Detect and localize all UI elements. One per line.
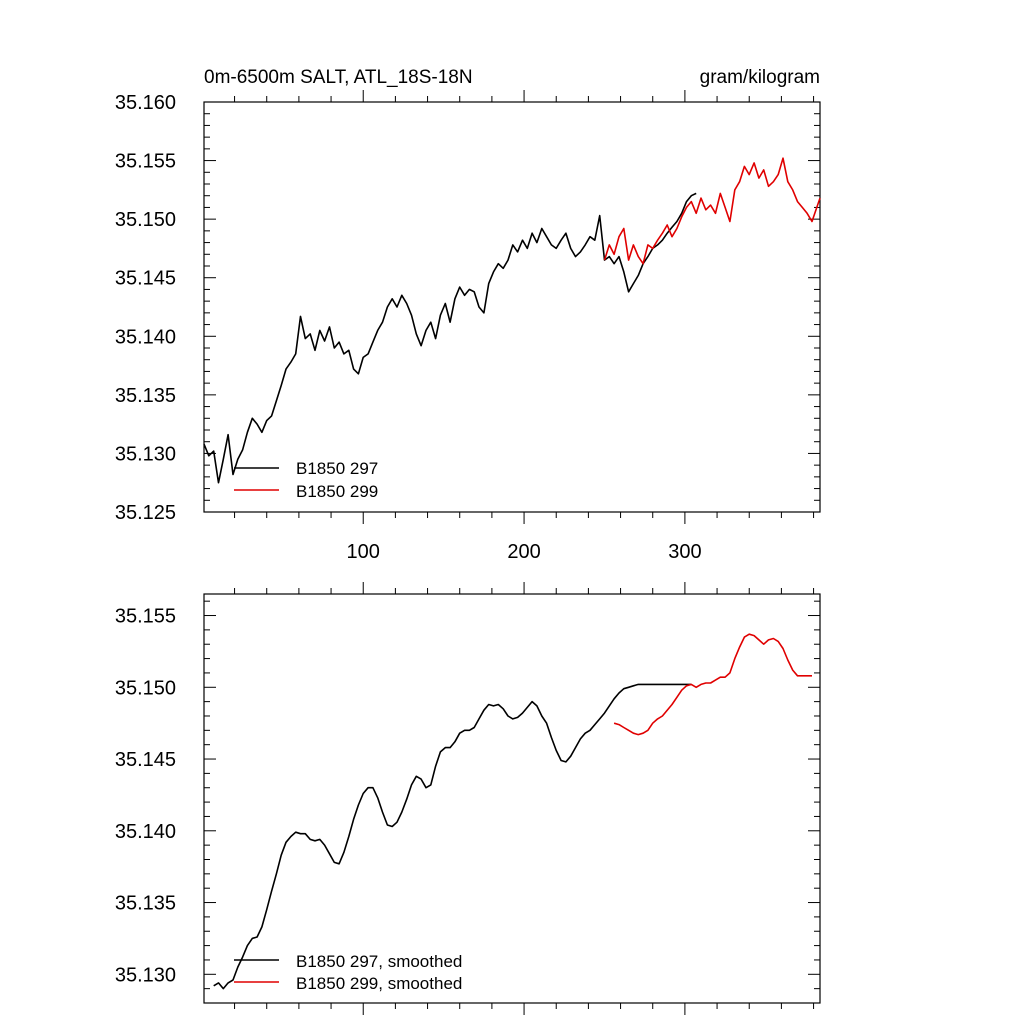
series-line-1: [603, 157, 821, 265]
x-tick-label: 200: [507, 541, 540, 563]
top-panel: 0m-6500m SALT, ATL_18S-18N gram/kilogram…: [115, 67, 821, 563]
chart-units-label: gram/kilogram: [700, 67, 820, 88]
bottom-axes: 35.130 35.135 35.140 35.145 35.150 35.155: [115, 582, 821, 1015]
x-tick-label: 300: [668, 541, 701, 563]
legend-label-297: B1850 297: [296, 459, 378, 478]
legend-label-299-smoothed: B1850 299, smoothed: [296, 974, 462, 993]
y-tick-label: 35.130: [115, 964, 176, 986]
y-tick-label: 35.140: [115, 821, 176, 843]
bottom-panel: 35.130 35.135 35.140 35.145 35.150 35.155 B18…: [115, 582, 821, 1015]
legend-label-297-smoothed: B1850 297, smoothed: [296, 952, 462, 971]
y-tick-label: 35.140: [115, 326, 176, 348]
top-series-layer: [203, 157, 821, 484]
y-tick-label: 35.145: [115, 268, 176, 290]
y-tick-label: 35.150: [115, 677, 176, 699]
series-line-0: [203, 192, 697, 484]
series-line-0: [213, 683, 692, 990]
y-tick-label: 35.130: [115, 443, 176, 465]
top-axes: 35.125 35.130 35.135 35.140 35.145 35.150 35.1…: [115, 90, 821, 563]
legend-label-299: B1850 299: [296, 482, 378, 501]
y-tick-label: 35.155: [115, 606, 176, 628]
y-tick-label: 35.145: [115, 749, 176, 771]
y-tick-label: 35.135: [115, 385, 176, 407]
y-tick-label: 35.135: [115, 893, 176, 915]
y-tick-label: 35.150: [115, 209, 176, 231]
chart-title-left: 0m-6500m SALT, ATL_18S-18N: [204, 67, 473, 88]
plot-frame: [203, 101, 821, 513]
y-tick-label: 35.125: [115, 502, 176, 524]
x-tick-label: 100: [347, 541, 380, 563]
bottom-series-layer: [213, 633, 812, 990]
series-line-1: [613, 633, 812, 736]
plot-frame: [203, 593, 821, 1004]
top-legend: B1850 297 B1850 299: [234, 459, 378, 501]
y-tick-label: 35.160: [115, 92, 176, 114]
y-tick-label: 35.155: [115, 151, 176, 173]
bottom-legend: B1850 297, smoothed B1850 299, smoothed: [234, 952, 462, 993]
